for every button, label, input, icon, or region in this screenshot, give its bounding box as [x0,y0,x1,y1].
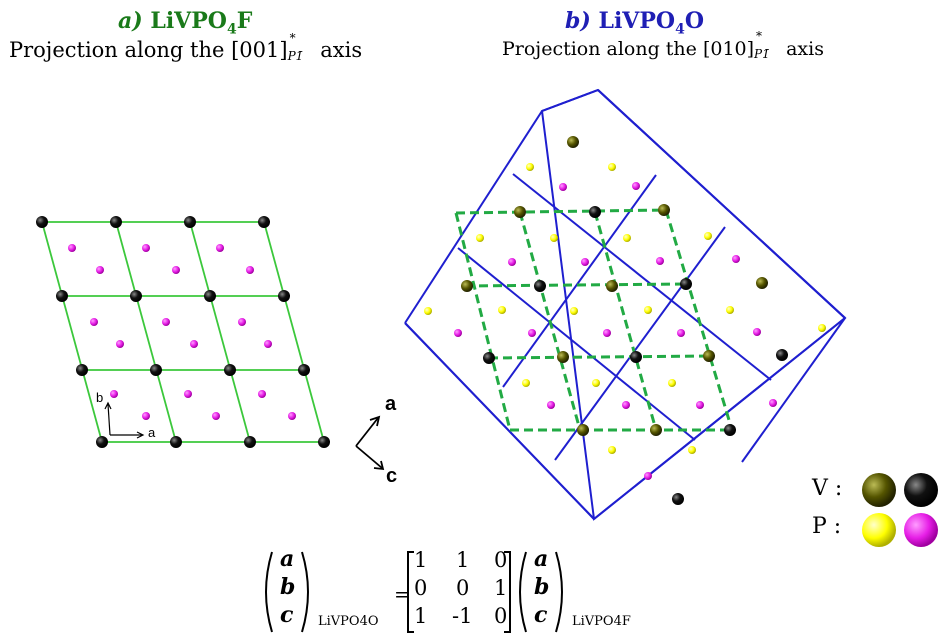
lhs-c: c [280,602,294,628]
orientation-c-label: c [386,465,397,487]
matrix-r3c2: -1 [452,604,473,628]
transformation-equation: a b c LiVPO4O = 1 1 0 0 0 1 1 -1 0 a b c… [258,546,678,636]
matrix-r1c1: 1 [414,548,428,572]
lhs-parentheses [265,551,309,633]
panel-a-v-atoms [36,216,330,448]
matrix-r2c3: 1 [494,576,508,600]
rhs-a: a [534,546,549,572]
panel-a-axis-a: a [148,425,156,440]
lhs-a: a [280,546,295,572]
panel-a-letter: a) [118,8,143,34]
legend-p-yellow [862,513,896,547]
panel-b-v-atoms [461,136,788,505]
legend-spheres [862,473,938,547]
panel-b-formula: LiVPO4O [598,8,704,38]
legend-p-magenta [904,513,938,547]
panel-b-letter: b) [565,8,591,34]
matrix-brackets [407,551,511,633]
matrix-r2c1: 0 [414,576,428,600]
legend-v-black [904,473,938,507]
panel-a-title: a) LiVPO4F [118,8,252,37]
panel-a-subtitle: Projection along the [001] * P1̄ axis [9,31,363,63]
panel-b-dashed-cells [454,208,734,432]
orientation-a-label: a [385,393,397,415]
rhs-subscript: LiVPO4F [572,614,631,629]
rhs-parentheses [519,551,563,633]
matrix-r1c2: 1 [456,548,470,572]
equals-sign: = [394,582,411,606]
matrix-r3c3: 0 [494,604,508,628]
matrix-r1c3: 0 [494,548,508,572]
lhs-subscript: LiVPO4O [318,614,379,629]
panel-a-formula: LiVPO4F [150,8,253,38]
panel-a-p-atoms [68,244,296,420]
panel-b-lattice [404,88,847,521]
panel-b-frame [404,89,846,520]
legend-v-label: V : [812,476,843,501]
panel-a-axes [104,401,145,439]
panel-a-axis-b: b [96,390,103,405]
panel-b-p-magenta [454,182,777,480]
orientation-arrows [355,415,385,471]
rhs-b: b [534,574,550,600]
matrix-r3c1: 1 [414,604,428,628]
lhs-b: b [280,574,296,600]
panel-b-p-yellow [424,163,826,454]
rhs-c: c [534,602,548,628]
panel-b-subtitle: Projection along the [010] * P1̄ axis [502,29,824,61]
legend-p-label: P : [812,514,842,539]
panel-a-lattice [41,221,325,443]
matrix-r2c2: 0 [456,576,470,600]
panel-b-title: b) LiVPO4O [565,8,704,37]
legend-v-olive [862,473,896,507]
